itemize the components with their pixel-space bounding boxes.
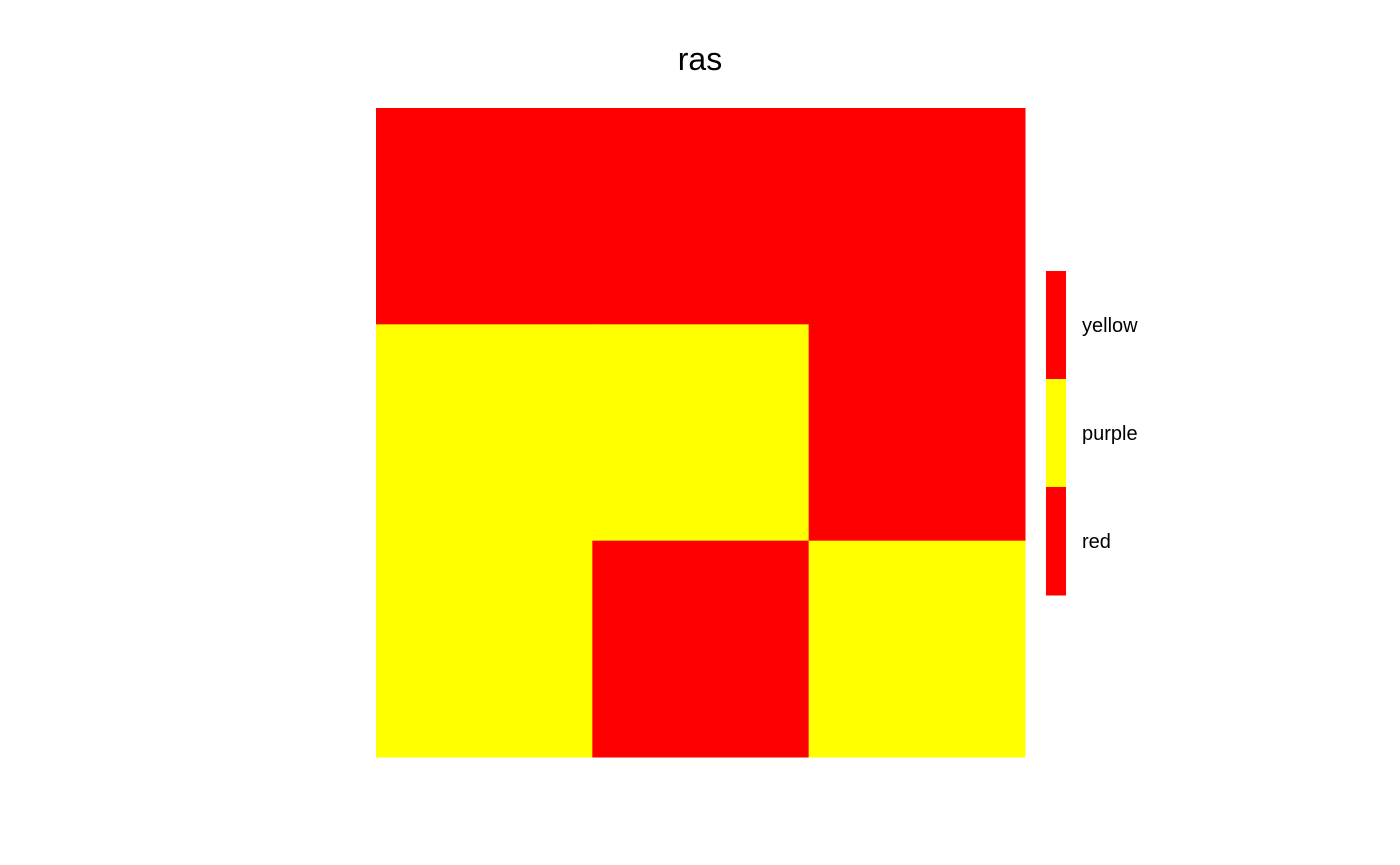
raster-cell-r1-c2 <box>592 108 810 325</box>
chart-title: ras <box>678 41 722 77</box>
raster-cell-r2-c2 <box>592 324 810 542</box>
raster-cell-r2-c1 <box>376 324 593 542</box>
legend-label-red: red <box>1082 531 1111 553</box>
raster-cell-r3-c1 <box>376 540 593 758</box>
raster-cell-r1-c1 <box>376 108 593 325</box>
legend-swatch-yellow <box>1046 271 1066 380</box>
raster-cell-r3-c3 <box>808 540 1026 758</box>
legend-swatch-red <box>1046 487 1066 596</box>
raster-cell-r3-c2 <box>592 540 810 758</box>
raster-cell-r1-c3 <box>808 108 1026 325</box>
legend-label-yellow: yellow <box>1082 315 1138 337</box>
raster-cell-r2-c3 <box>808 324 1026 542</box>
legend-swatch-purple <box>1046 379 1066 488</box>
raster-cells <box>376 108 1026 758</box>
legend-label-purple: purple <box>1082 423 1138 445</box>
legend: yellow purple red <box>1046 271 1138 596</box>
